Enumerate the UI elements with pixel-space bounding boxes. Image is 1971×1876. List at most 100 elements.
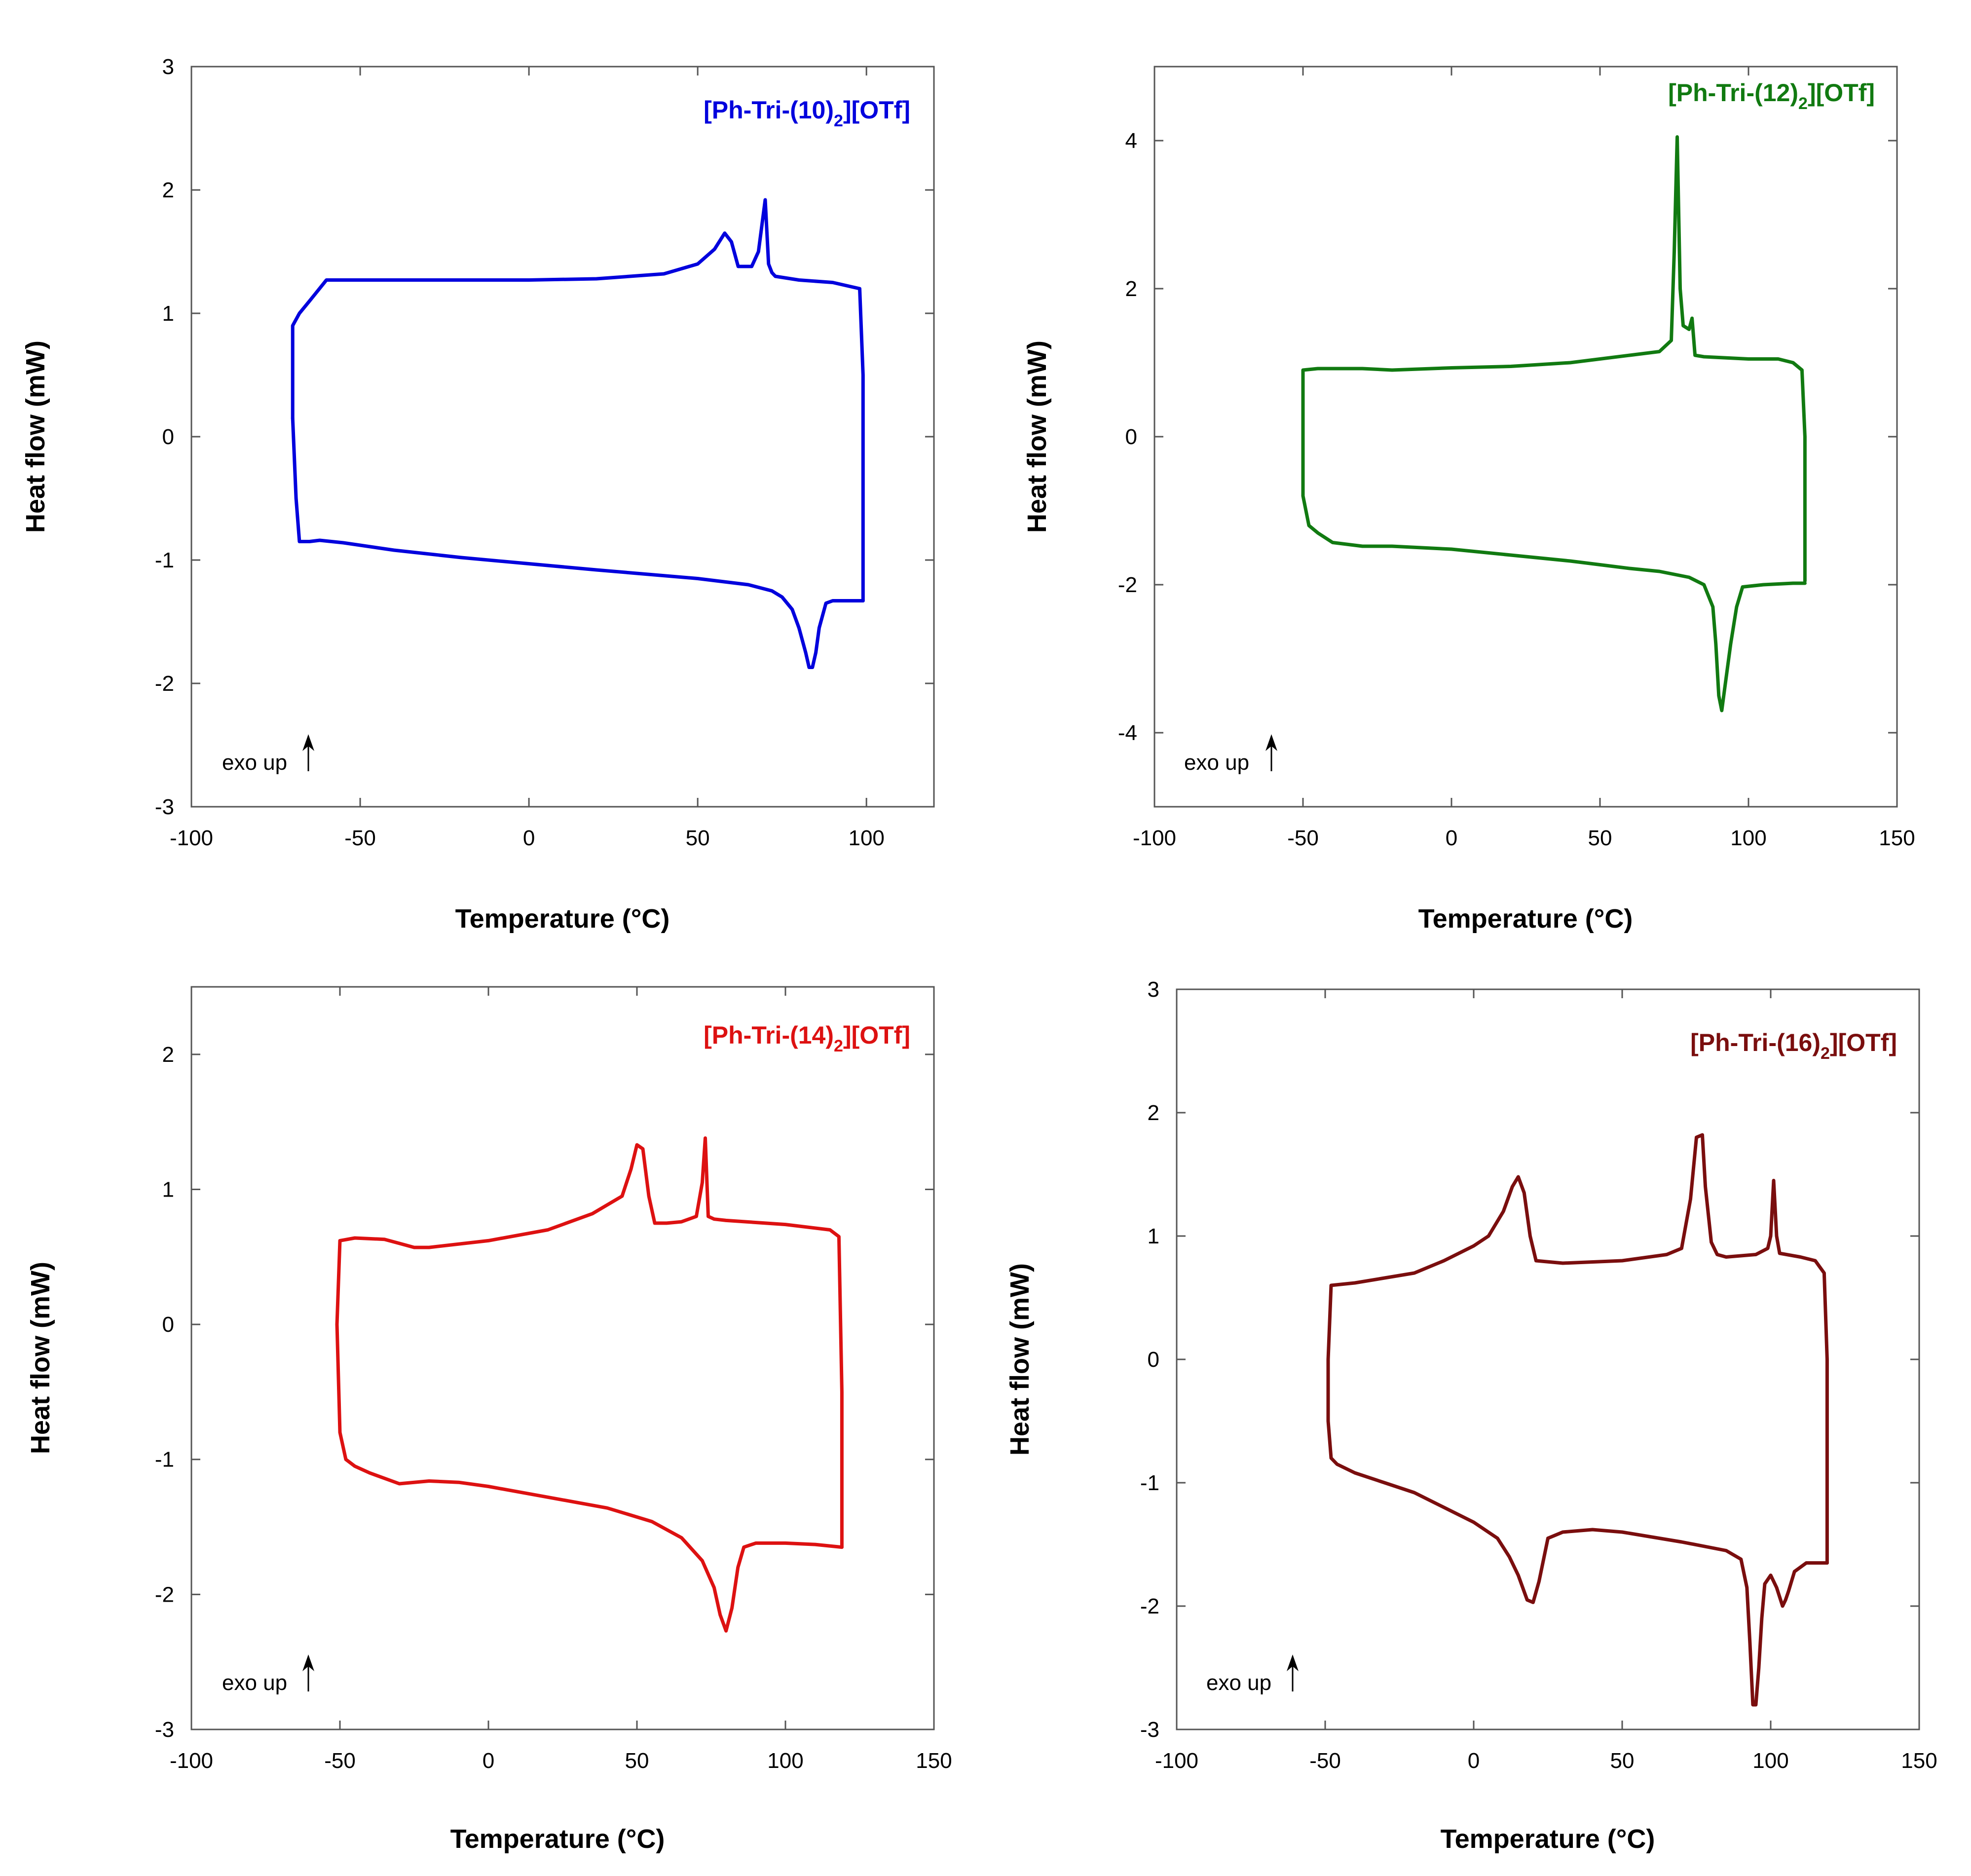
y-tick-label: -2 <box>1118 573 1137 597</box>
exo-up-annotation: exo up <box>222 734 314 775</box>
tick-marks <box>1153 67 1898 807</box>
y-tick-label: -3 <box>1140 1718 1159 1742</box>
exo-up-label: exo up <box>1206 1671 1271 1695</box>
x-tick-labels: -100 -50 0 50 100 150 <box>1133 826 1915 850</box>
arrow-up-icon <box>302 734 314 771</box>
x-tick-label: 50 <box>625 1749 649 1773</box>
y-tick-label: -2 <box>1140 1594 1159 1618</box>
exo-up-annotation: exo up <box>222 1654 314 1695</box>
dsc-curves <box>291 198 865 669</box>
y-tick-label: -1 <box>155 548 174 572</box>
arrow-up-icon <box>1287 1654 1299 1691</box>
y-tick-label: 1 <box>1148 1224 1159 1248</box>
y-tick-label: 1 <box>162 301 174 326</box>
x-tick-label: -100 <box>170 826 213 850</box>
y-axis-title: Heat flow (mW) <box>1005 1263 1035 1456</box>
y-tick-labels: -4 -2 0 2 4 <box>1118 129 1137 745</box>
x-tick-labels: -100 -50 0 50 100 150 <box>170 1749 952 1773</box>
series-heating-line <box>1301 135 1807 583</box>
y-tick-label: 0 <box>162 1313 174 1337</box>
y-tick-label: -3 <box>155 1718 174 1742</box>
panel-ph-tri-12: -100 -50 0 50 100 150 -4 -2 0 2 4 Temperature (°C… <box>1022 66 1915 934</box>
x-tick-label: 100 <box>1730 826 1766 850</box>
x-tick-label: 150 <box>1901 1749 1937 1773</box>
tick-marks <box>190 987 935 1730</box>
y-tick-label: 4 <box>1125 129 1137 153</box>
series-cooling-line <box>1301 435 1807 713</box>
x-tick-label: 150 <box>916 1749 952 1773</box>
x-tick-label: -50 <box>344 826 376 850</box>
x-tick-label: -50 <box>324 1749 356 1773</box>
x-tick-label: 0 <box>483 1749 494 1773</box>
x-axis-title: Temperature (°C) <box>1441 1824 1655 1854</box>
x-tick-label: 100 <box>848 826 884 850</box>
y-tick-labels: -3 -2 -1 0 1 2 <box>155 1043 174 1742</box>
y-tick-label: 2 <box>162 178 174 202</box>
tick-marks <box>190 66 934 808</box>
y-tick-label: -1 <box>1140 1471 1159 1495</box>
y-tick-label: 2 <box>1125 277 1137 301</box>
x-tick-labels: -100 -50 0 50 100 150 <box>1155 1749 1937 1773</box>
dsc-curves <box>1326 1133 1829 1707</box>
plot-area-frame <box>1153 66 1898 808</box>
x-axis-title: Temperature (°C) <box>455 904 670 934</box>
x-tick-label: 50 <box>686 826 710 850</box>
y-tick-label: 0 <box>1148 1348 1159 1372</box>
x-axis-title: Temperature (°C) <box>450 1824 665 1854</box>
x-tick-label: -100 <box>170 1749 213 1773</box>
y-tick-label: 3 <box>1148 977 1159 1002</box>
y-tick-label: -4 <box>1118 721 1137 745</box>
y-tick-label: -1 <box>155 1448 174 1472</box>
exo-up-label: exo up <box>222 750 287 775</box>
x-tick-label: -100 <box>1133 826 1176 850</box>
dsc-curves <box>335 1136 844 1633</box>
tick-marks <box>1176 988 1920 1730</box>
y-axis-title: Heat flow (mW) <box>26 1262 55 1454</box>
y-axis-title: Heat flow (mW) <box>1022 340 1052 533</box>
x-tick-label: 100 <box>767 1749 803 1773</box>
series-cooling-line <box>291 416 865 669</box>
x-tick-label: 100 <box>1752 1749 1788 1773</box>
exo-up-annotation: exo up <box>1184 734 1277 775</box>
x-tick-labels: -100 -50 0 50 100 <box>170 826 885 850</box>
x-tick-label: -100 <box>1155 1749 1198 1773</box>
y-tick-labels: -3 -2 -1 0 1 2 3 <box>155 55 174 819</box>
y-tick-labels: -3 -2 -1 0 1 2 3 <box>1140 977 1159 1742</box>
series-heating-line <box>1326 1133 1829 1565</box>
panel-ph-tri-10: -100 -50 0 50 100 -3 -2 -1 0 1 2 3 Temperature (°C… <box>21 55 935 934</box>
arrow-up-icon <box>302 1654 314 1691</box>
panel-ph-tri-16: -100 -50 0 50 100 150 -3 -2 -1 0 1 2 3 Temperature … <box>1005 977 1937 1854</box>
y-tick-label: 1 <box>162 1177 174 1201</box>
series-title: [Ph-Tri-(10)2][OTf] <box>704 96 910 130</box>
y-tick-label: -3 <box>155 795 174 819</box>
plot-area-frame <box>1176 988 1920 1730</box>
series-title: [Ph-Tri-(14)2][OTf] <box>704 1021 910 1055</box>
x-tick-label: 50 <box>1588 826 1612 850</box>
series-title: [Ph-Tri-(12)2][OTf] <box>1668 79 1875 113</box>
series-heating-line <box>291 198 865 602</box>
x-tick-label: 150 <box>1879 826 1915 850</box>
y-tick-label: -2 <box>155 672 174 696</box>
exo-up-annotation: exo up <box>1206 1654 1299 1695</box>
panel-ph-tri-14: -100 -50 0 50 100 150 -3 -2 -1 0 1 2 Temperature (… <box>26 986 952 1854</box>
exo-up-label: exo up <box>222 1671 287 1695</box>
x-tick-label: -50 <box>1287 826 1319 850</box>
y-tick-label: -2 <box>155 1582 174 1607</box>
arrow-up-icon <box>1265 734 1277 771</box>
x-tick-label: 0 <box>1446 826 1457 850</box>
y-tick-label: 2 <box>162 1043 174 1067</box>
series-heating-line <box>335 1136 844 1549</box>
y-tick-label: 0 <box>1125 425 1137 449</box>
series-cooling-line <box>1326 1357 1829 1707</box>
exo-up-label: exo up <box>1184 750 1249 775</box>
dsc-curves <box>1301 135 1807 713</box>
x-tick-label: -50 <box>1309 1749 1341 1773</box>
y-tick-label: 0 <box>162 425 174 449</box>
y-tick-label: 3 <box>162 55 174 79</box>
x-tick-label: 50 <box>1610 1749 1635 1773</box>
plot-area-frame <box>190 66 935 808</box>
plot-area-frame <box>190 986 935 1730</box>
x-tick-label: 0 <box>523 826 535 850</box>
series-cooling-line <box>335 1322 844 1633</box>
